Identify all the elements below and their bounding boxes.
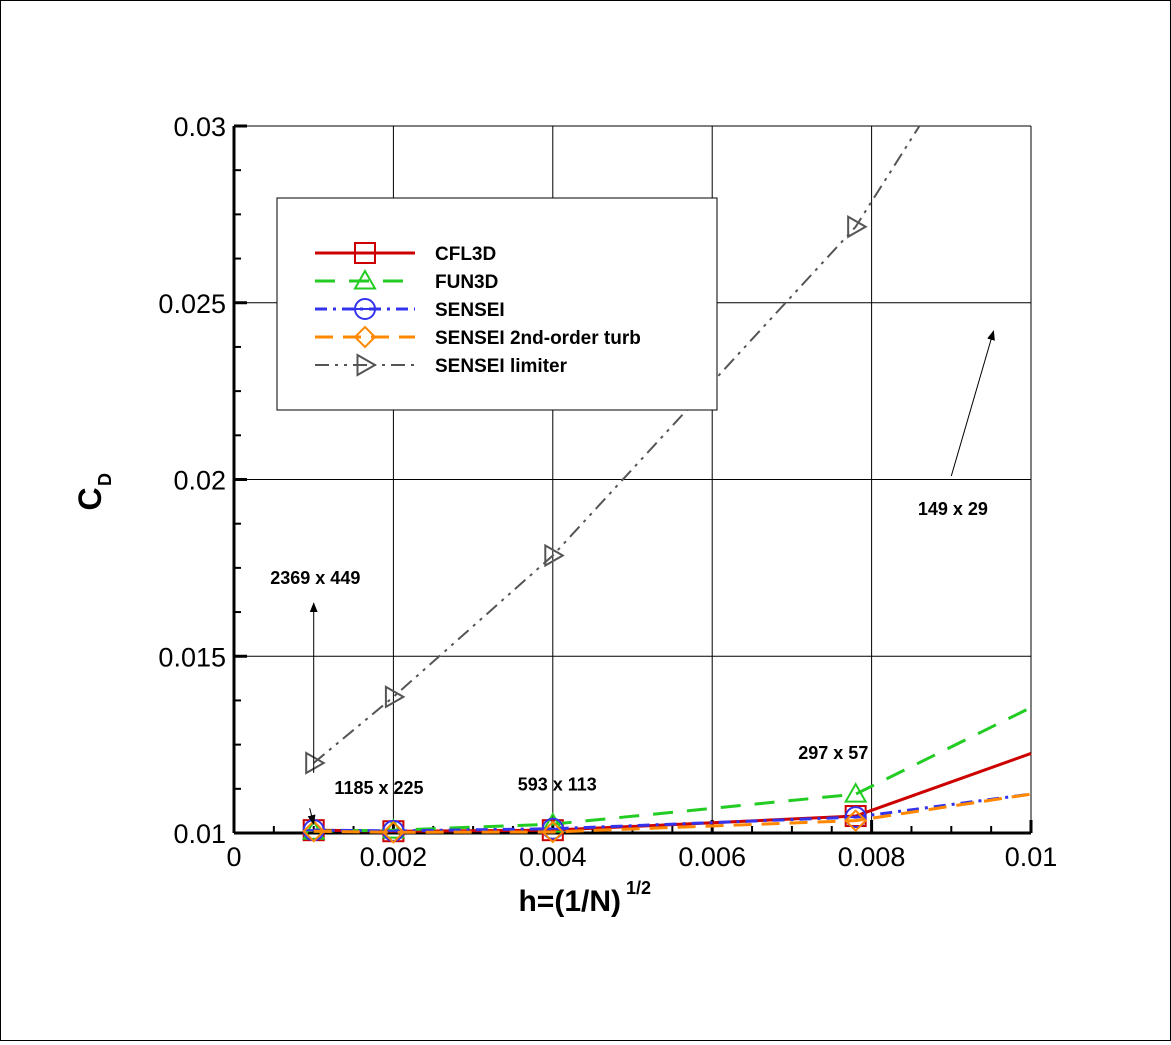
annotation-label: 1185 x 225 [334,778,423,798]
legend-entry: SENSEI 2nd-order turb [315,325,641,349]
annotations: 2369 x 449 1185 x 225 593 x 113 297 x 57 149… [270,330,995,826]
legend-marker [353,325,377,349]
data-point-marker [381,820,405,844]
annotation-arrow [950,330,995,477]
y-axis-label-subscript: D [95,473,115,486]
data-point-marker [844,809,868,833]
legend-marker [356,353,378,377]
data-point-marker [541,820,565,844]
data-point-marker [843,782,868,803]
data-point-marker [384,685,406,709]
annotation-label: 297 x 57 [798,743,868,763]
x-tick-label: 0.006 [678,842,746,872]
legend-marker [354,298,376,320]
x-tick-label: 0.008 [838,842,906,872]
legend-marker [353,268,377,290]
legend-entry: FUN3D [315,268,498,293]
legend: CFL3D FUN3D SENSEI SENSEI 2nd-order turb SEN… [276,197,718,411]
annotation-label: 593 x 113 [518,775,597,795]
y-axis-label: C [72,487,108,510]
x-axis-label-superscript: 1/2 [626,878,651,898]
legend-marker [354,242,376,264]
legend-box [276,197,718,411]
y-tick-label: 0.025 [158,289,226,319]
legend-entry: SENSEI [315,298,505,321]
legend-label: FUN3D [435,272,498,293]
axis-labels: h=(1/N) 1/2 C D [72,473,651,918]
x-tick-label: 0.01 [1005,842,1058,872]
legend-label: SENSEI limiter [435,356,568,377]
series-line [313,792,1032,834]
data-point-marker [544,543,565,568]
series-line [313,792,1032,833]
x-axis-label: h=(1/N) [518,885,621,918]
y-tick-label: 0.01 [173,819,226,849]
x-tick-label: 0 [226,842,241,872]
annotation-label: 2369 x 449 [270,568,360,588]
series-fun3d [301,706,1032,840]
x-tick-label: 0.002 [360,842,428,872]
series-group [301,125,1032,844]
series-line [313,706,1032,833]
annotation-label: 149 x 29 [918,499,988,519]
series-sensei-2nd-order-turb [302,792,1032,844]
legend-label: SENSEI 2nd-order turb [435,328,641,349]
data-point-marker [302,819,326,843]
series-sensei-limiter [305,125,921,775]
data-point-marker [847,215,868,239]
y-tick-label: 0.02 [173,466,226,496]
data-point-marker [381,818,406,839]
y-tick-label: 0.03 [173,112,226,142]
series-line [313,125,921,764]
annotation-arrow [307,808,316,826]
x-tick-label: 0.004 [519,842,587,872]
legend-label: CFL3D [435,244,496,265]
legend-label: SENSEI [435,300,505,321]
data-point-marker [305,751,326,775]
legend-entry: SENSEI limiter [315,353,568,377]
legend-entry: CFL3D [315,242,496,265]
y-tick-label: 0.015 [158,642,226,672]
